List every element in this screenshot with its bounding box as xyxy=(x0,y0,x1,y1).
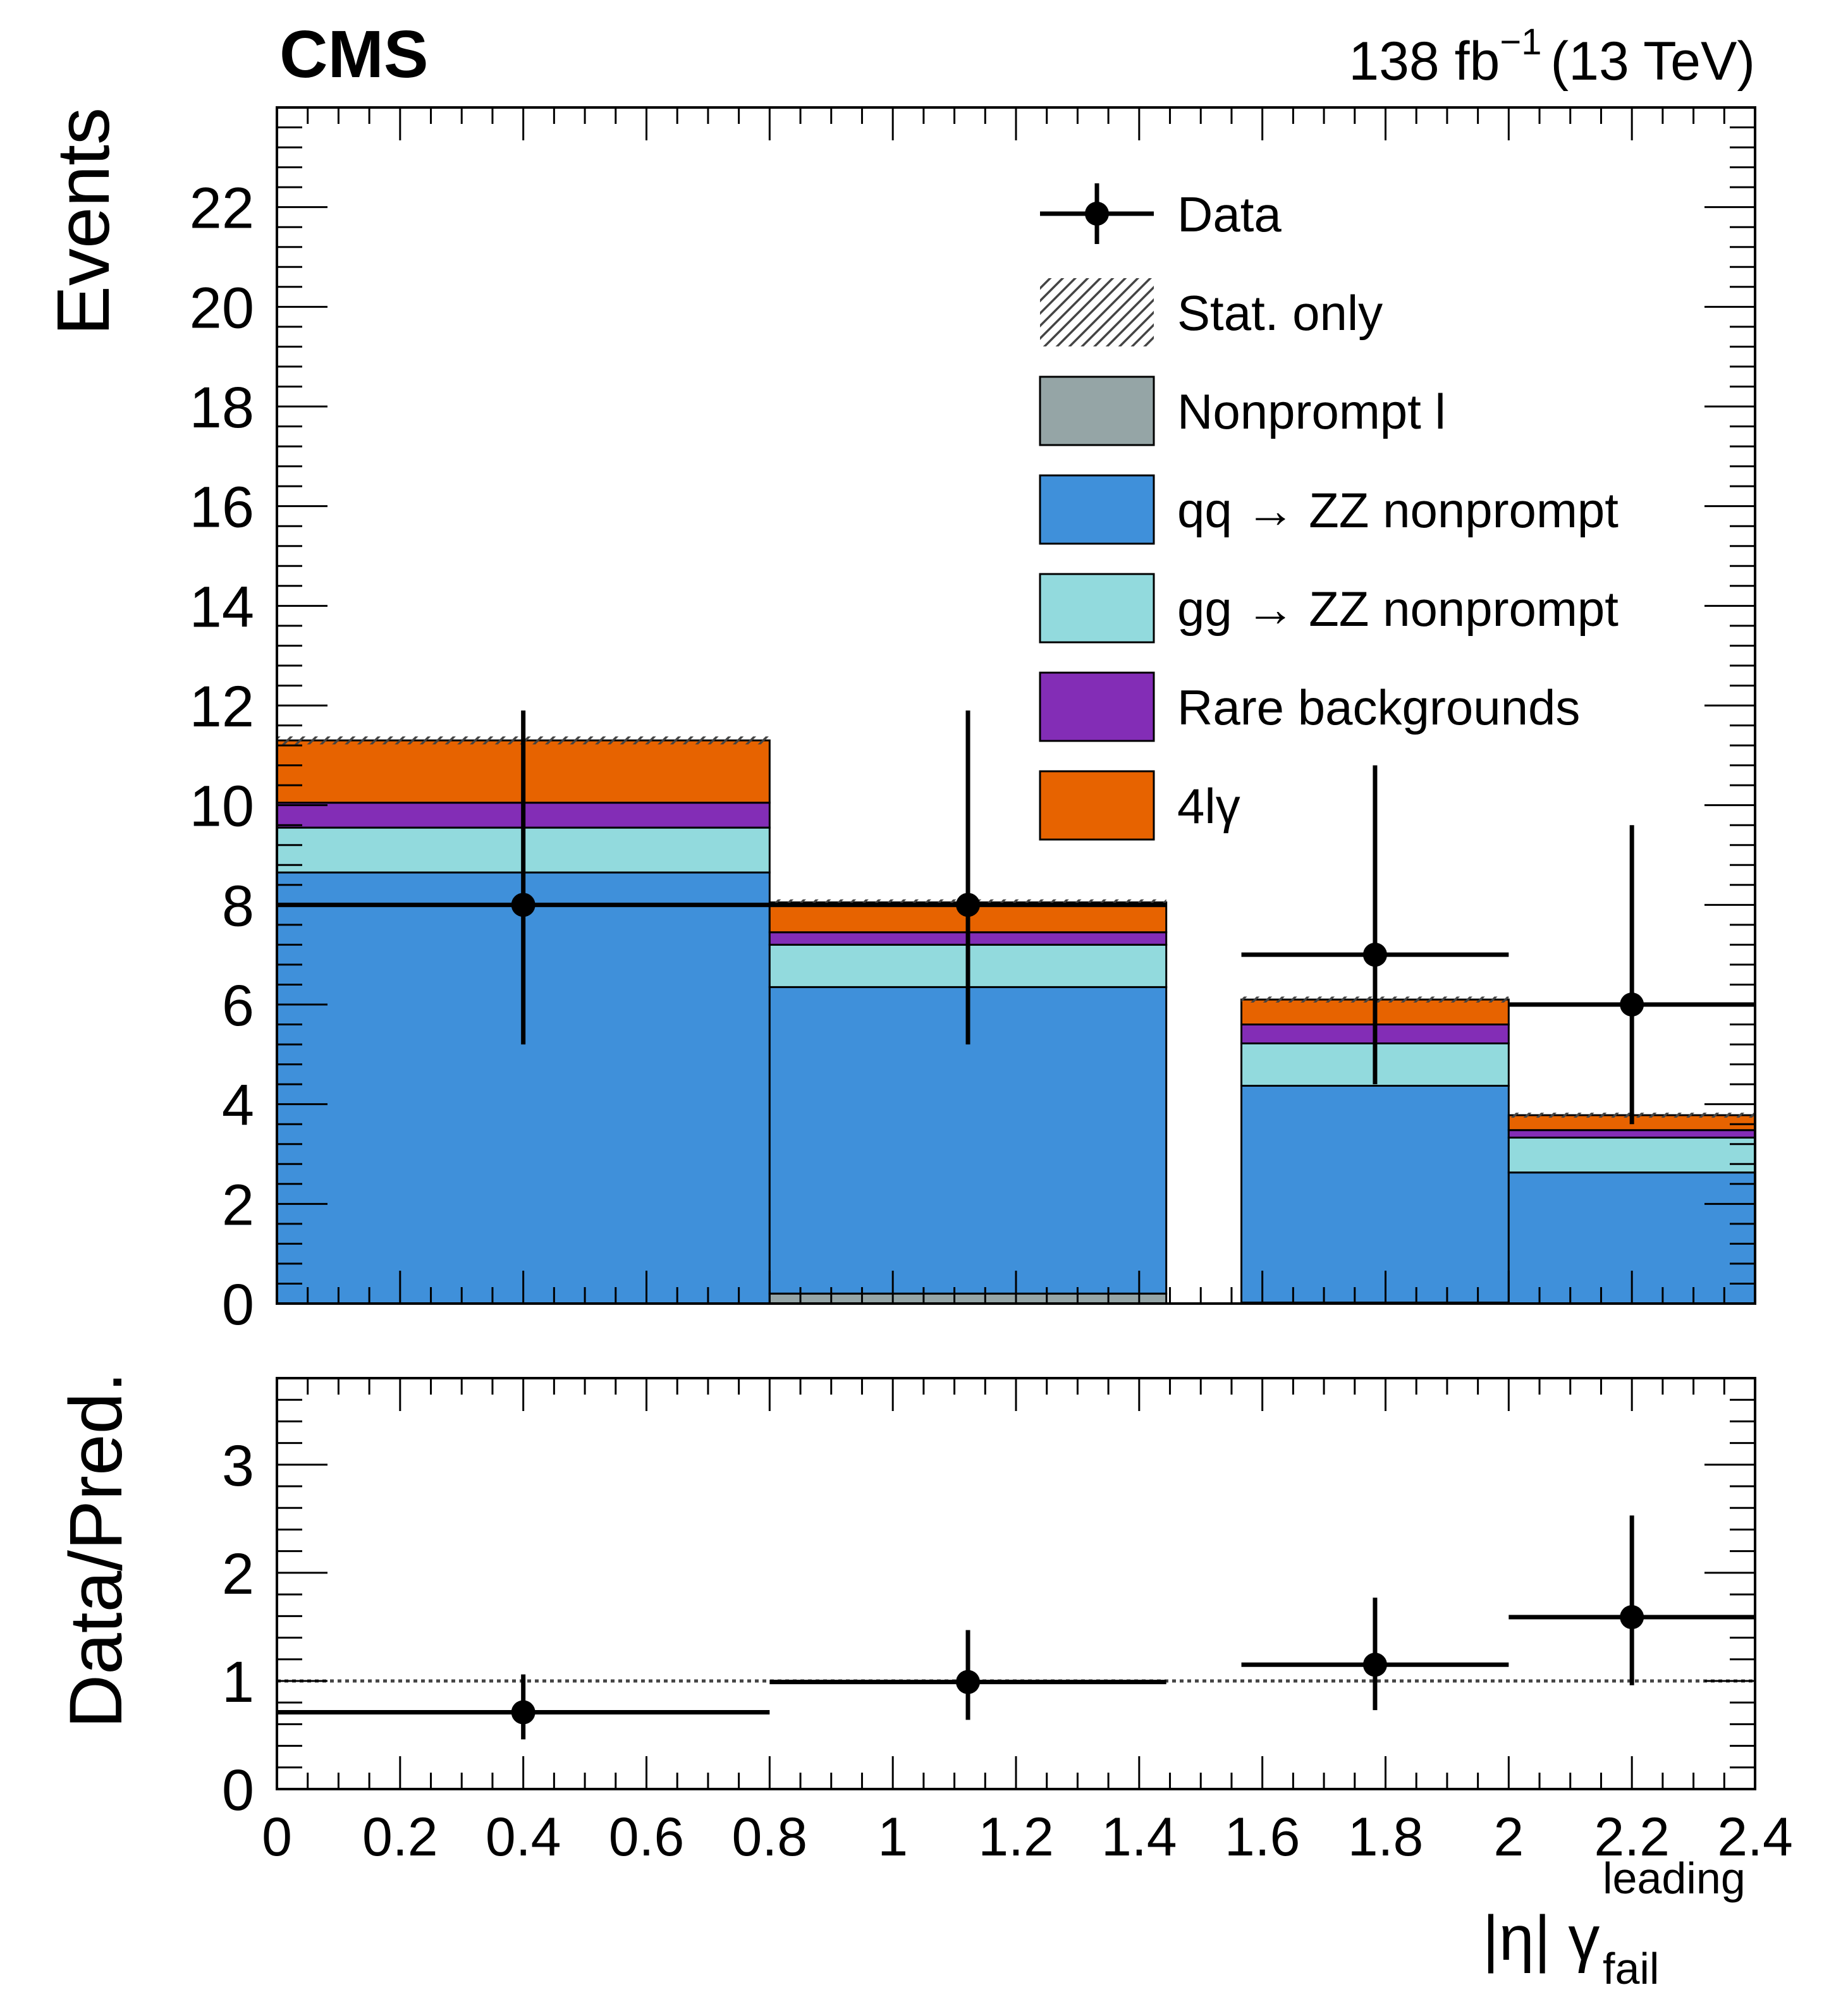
legend-label: Rare backgrounds xyxy=(1177,680,1580,735)
legend-entry: gg → ZZ nonprompt xyxy=(1039,573,1619,644)
upper-y-tick-label: 4 xyxy=(222,1073,254,1138)
lower-frame xyxy=(276,1377,1756,1790)
upper-y-tick-label: 10 xyxy=(190,774,254,839)
x-tick-label: 1 xyxy=(878,1807,908,1867)
data-point xyxy=(511,893,535,917)
upper-y-tick-label: 14 xyxy=(190,575,254,639)
ratio-point xyxy=(1620,1605,1644,1630)
upper-y-tick-label: 20 xyxy=(190,276,254,340)
lumi-energy: (13 TeV) xyxy=(1551,31,1755,92)
upper-y-tick-label: 0 xyxy=(222,1273,254,1337)
legend-label: Nonprompt l xyxy=(1177,384,1446,439)
legend-swatch xyxy=(1039,376,1155,446)
legend-entry: 4lγ xyxy=(1039,770,1240,841)
x-tick-label: 2.4 xyxy=(1717,1807,1793,1867)
x-tick-label: 1.2 xyxy=(978,1807,1054,1867)
lower-y-tick-label: 0 xyxy=(222,1758,254,1823)
legend-label: Data xyxy=(1177,186,1282,242)
upper-y-tick-label: 18 xyxy=(190,376,254,440)
legend-entry: qq → ZZ nonprompt xyxy=(1039,474,1619,545)
x-tick-label: 1.8 xyxy=(1348,1807,1424,1867)
legend-swatch xyxy=(1039,770,1155,841)
x-tick-label: 0.6 xyxy=(609,1807,685,1867)
data-point xyxy=(1362,943,1387,967)
upper-y-tick-label: 2 xyxy=(222,1173,254,1237)
stack-bar xyxy=(768,1292,1168,1305)
legend-swatch xyxy=(1039,474,1155,545)
x-tick-label: 0.8 xyxy=(732,1807,808,1867)
x-tick-label: 0 xyxy=(262,1807,292,1867)
upper-y-tick-label: 6 xyxy=(222,974,254,1038)
legend-label: gg → ZZ nonprompt xyxy=(1177,581,1619,637)
legend-entry: Data xyxy=(1040,183,1282,244)
x-tick-label: 2 xyxy=(1493,1807,1524,1867)
legend-entry: Rare backgrounds xyxy=(1039,671,1580,742)
legend-label: Stat. only xyxy=(1177,285,1383,341)
lumi-unit: fb xyxy=(1455,31,1500,92)
x-axis-title-base: |η| γ xyxy=(1483,1903,1600,1974)
x-tick-label: 0.2 xyxy=(362,1807,438,1867)
stack-bar xyxy=(1507,1136,1756,1174)
legend-label: 4lγ xyxy=(1177,778,1240,834)
x-axis-title: |η| γ xyxy=(1483,1903,1600,1974)
stack-bar xyxy=(1507,1129,1756,1139)
legend-swatch xyxy=(1039,671,1155,742)
x-tick-label: 0.4 xyxy=(486,1807,561,1867)
upper-y-tick-label: 12 xyxy=(190,675,254,739)
upper-y-tick-label: 16 xyxy=(190,475,254,540)
ratio-point xyxy=(1362,1653,1387,1677)
legend-label: qq → ZZ nonprompt xyxy=(1177,482,1619,538)
upper-y-tick-label: 8 xyxy=(222,874,254,938)
x-tick-label: 2.2 xyxy=(1594,1807,1670,1867)
data-point xyxy=(956,893,981,917)
ratio-point xyxy=(511,1700,535,1725)
legend-swatch xyxy=(1039,573,1155,644)
lower-y-tick-label: 3 xyxy=(222,1434,254,1498)
lumi-label: 138 fb−1 (13 TeV) xyxy=(1349,21,1755,92)
data-point xyxy=(1620,993,1644,1017)
upper-y-tick-label: 22 xyxy=(190,176,254,241)
lumi-exponent: −1 xyxy=(1500,21,1541,63)
x-tick-label: 1.4 xyxy=(1101,1807,1177,1867)
lumi-value: 138 xyxy=(1349,31,1440,92)
lower-y-axis-title: Data/Pred. xyxy=(54,1372,138,1728)
experiment-label: CMS xyxy=(279,17,429,92)
legend-entry: Stat. only xyxy=(1040,278,1383,346)
legend-hatch-swatch xyxy=(1040,278,1154,346)
lower-y-tick-label: 2 xyxy=(222,1542,254,1606)
ratio-point xyxy=(956,1670,981,1694)
upper-y-axis-title: Events xyxy=(42,107,125,336)
x-axis-title-sup: leading xyxy=(1603,1854,1746,1903)
x-tick-label: 1.6 xyxy=(1225,1807,1300,1867)
legend-data-marker xyxy=(1085,202,1109,226)
stack-bar xyxy=(1240,1084,1510,1304)
legend-entry: Nonprompt l xyxy=(1039,376,1446,446)
lower-y-tick-label: 1 xyxy=(222,1650,254,1714)
x-axis-title-sub: fail xyxy=(1603,1944,1659,1992)
